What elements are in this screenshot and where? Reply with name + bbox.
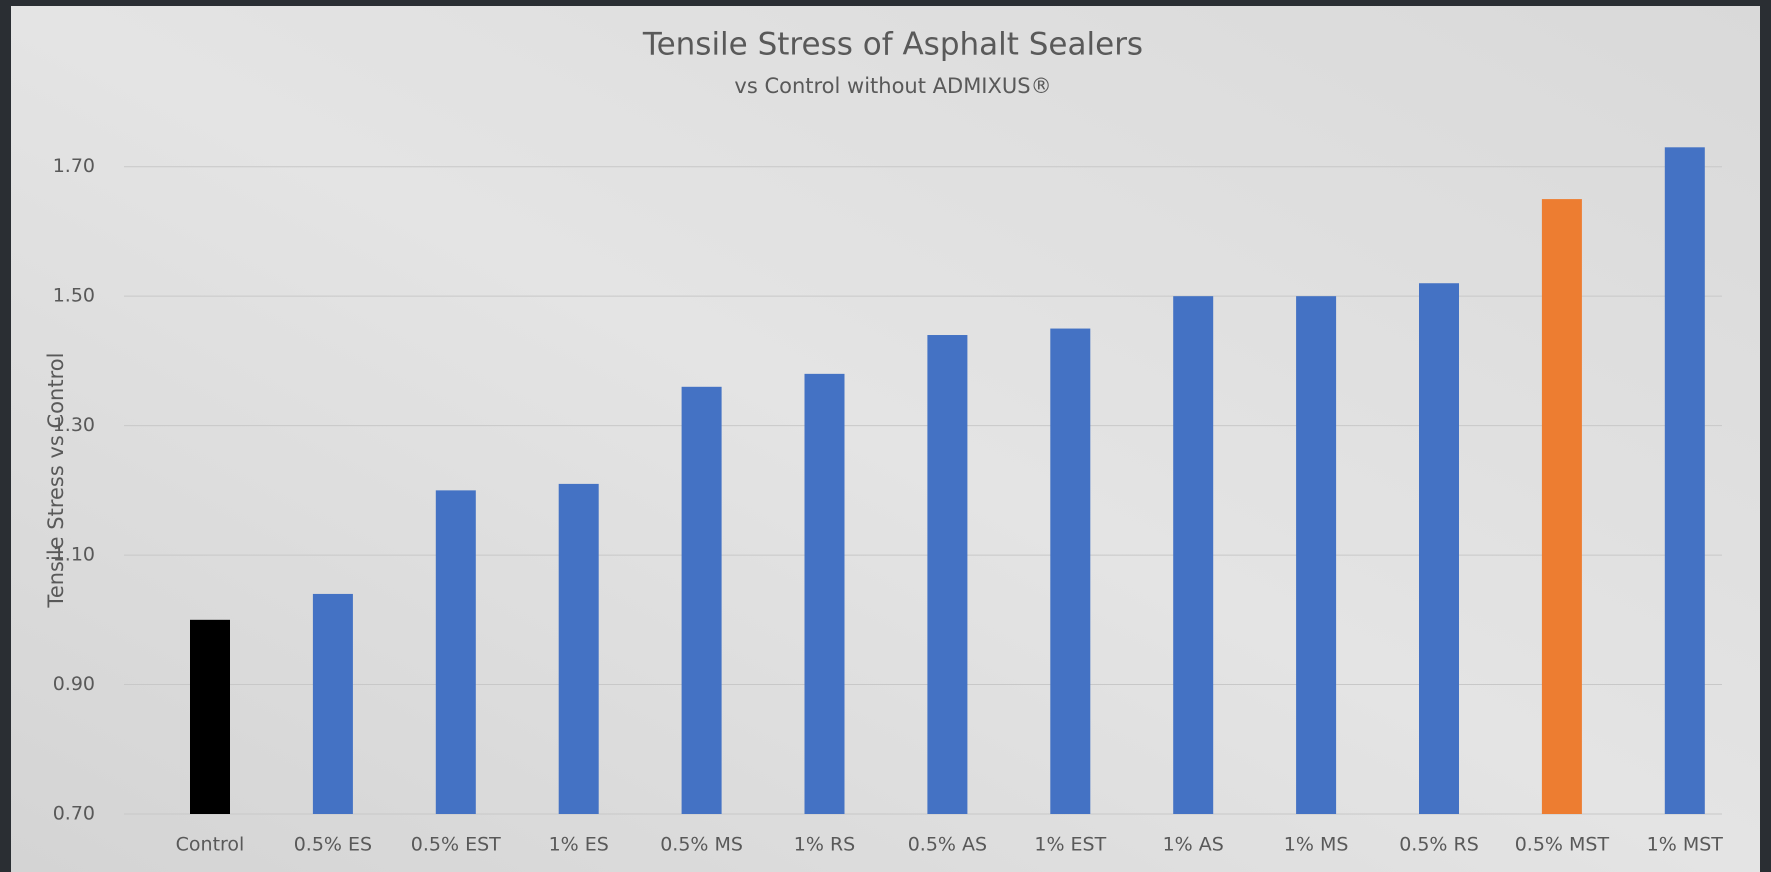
y-axis-label: Tensile Stress vs Control — [44, 353, 68, 609]
y-tick-label: 1.50 — [53, 285, 95, 307]
x-tick-label: 0.5% MS — [660, 834, 743, 856]
chart-subtitle: vs Control without ADMIXUS® — [734, 74, 1051, 98]
x-tick-label: 0.5% RS — [1399, 834, 1479, 856]
bar — [312, 593, 353, 814]
chart-area — [11, 6, 1760, 872]
x-tick-label: Control — [176, 834, 245, 856]
bar — [681, 386, 722, 814]
x-tick-label: 1% RS — [794, 834, 855, 856]
bar — [190, 619, 230, 814]
bar — [1664, 147, 1705, 815]
bar — [1296, 296, 1337, 814]
x-tick-label: 1% MS — [1284, 834, 1349, 856]
bar — [1419, 283, 1459, 815]
bar — [804, 373, 845, 814]
x-tick-label: 1% ES — [549, 834, 609, 856]
y-tick-label: 1.10 — [53, 544, 95, 566]
bar — [558, 483, 599, 814]
x-tick-label: 0.5% MST — [1515, 834, 1610, 856]
bar — [435, 490, 476, 814]
x-tick-label: 0.5% AS — [908, 834, 987, 856]
y-tick-label: 0.70 — [53, 803, 95, 825]
x-tick-label: 1% EST — [1034, 834, 1106, 856]
y-tick-label: 1.70 — [53, 155, 95, 177]
bar — [1050, 328, 1091, 814]
x-tick-label: 1% MST — [1647, 834, 1724, 856]
bar — [1173, 296, 1214, 814]
chart-title: Tensile Stress of Asphalt Sealers — [642, 27, 1143, 63]
bar — [1541, 199, 1582, 814]
y-tick-label: 1.30 — [53, 414, 95, 436]
x-tick-label: 0.5% EST — [411, 834, 501, 856]
bar — [927, 335, 968, 814]
y-tick-label: 0.90 — [53, 673, 95, 695]
x-tick-label: 1% AS — [1163, 834, 1224, 856]
x-tick-label: 0.5% ES — [294, 834, 372, 856]
